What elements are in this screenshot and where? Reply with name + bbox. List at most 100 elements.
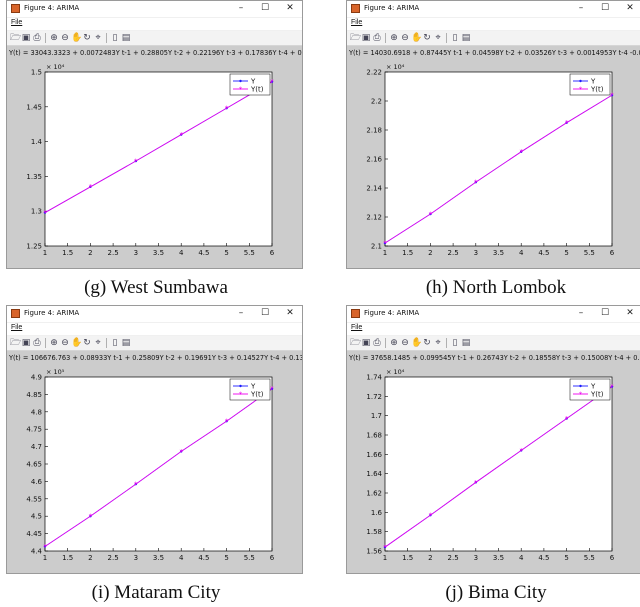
pan-icon[interactable]: ✋ [411, 338, 423, 348]
data-cursor-icon[interactable]: ⌖ [435, 338, 441, 348]
legend-label: Y(t) [590, 86, 604, 94]
window-title: Figure 4: ARIMA [24, 4, 80, 12]
print-icon[interactable]: ⎙ [373, 33, 381, 43]
minimize-button[interactable]: – [578, 3, 584, 13]
maximize-button[interactable]: ☐ [600, 308, 610, 318]
figure-canvas: Y(t) = 37658.1485 + 0.099545Y t-1 + 0.26… [347, 351, 640, 573]
open-folder-icon[interactable]: 🗁 [10, 338, 22, 348]
legend-box [569, 378, 611, 401]
x-tick-label: 4.5 [538, 249, 549, 257]
menu-file[interactable]: File [351, 324, 363, 331]
data-point-yt: * [134, 481, 138, 489]
y-tick-label: 1.6 [371, 509, 383, 517]
close-button[interactable]: ✕ [286, 3, 294, 13]
data-point-yt: * [519, 447, 523, 455]
figure-toolbar: 🗁 ▣ ⎙ ⊕ ⊖ ✋ ↻ ⌖ ▯ ▤ [347, 336, 640, 351]
data-point-yt: * [43, 209, 47, 217]
legend-icon[interactable]: ▤ [461, 338, 471, 348]
minimize-button[interactable]: – [578, 308, 584, 318]
toolbar-separator [106, 338, 107, 348]
x-tick-label: 5.5 [584, 249, 595, 257]
legend-icon[interactable]: ▤ [121, 33, 131, 43]
rotate-icon[interactable]: ↻ [83, 33, 91, 43]
data-point-yt: * [89, 513, 93, 521]
zoom-out-icon[interactable]: ⊖ [61, 338, 69, 348]
zoom-out-icon[interactable]: ⊖ [61, 33, 69, 43]
y-tick-label: 1.4 [31, 138, 43, 146]
rotate-icon[interactable]: ↻ [423, 33, 431, 43]
save-icon[interactable]: ▣ [361, 33, 371, 43]
zoom-out-icon[interactable]: ⊖ [401, 338, 409, 348]
figure-window: Figure 4: ARIMA – ☐ ✕ File 🗁 ▣ ⎙ ⊕ ⊖ ✋ ↻… [346, 0, 640, 269]
chart-legend[interactable]: Y * Y(t) [229, 73, 271, 96]
pan-icon[interactable]: ✋ [71, 338, 83, 348]
figure-caption: (h) North Lombok [425, 277, 567, 298]
colorbar-icon[interactable]: ▯ [452, 33, 458, 43]
y-tick-label: 1.66 [366, 451, 382, 459]
y-tick-label: 1.62 [366, 490, 382, 498]
data-point-yt: * [519, 148, 523, 156]
maximize-button[interactable]: ☐ [260, 3, 270, 13]
chart-legend[interactable]: Y * Y(t) [569, 378, 611, 401]
print-icon[interactable]: ⎙ [373, 338, 381, 348]
pan-icon[interactable]: ✋ [411, 33, 423, 43]
x-tick-label: 4.5 [198, 554, 209, 562]
figure-canvas: Y(t) = 33043.3323 + 0.0072483Y t-1 + 0.2… [7, 46, 303, 268]
axes-area[interactable] [384, 71, 613, 247]
figure-caption: (j) Bima City [445, 582, 547, 603]
zoom-in-icon[interactable]: ⊕ [390, 338, 398, 348]
print-icon[interactable]: ⎙ [33, 338, 41, 348]
data-cursor-icon[interactable]: ⌖ [95, 33, 101, 43]
legend-icon[interactable]: ▤ [121, 338, 131, 348]
window-title: Figure 4: ARIMA [364, 309, 420, 317]
legend-icon[interactable]: ▤ [461, 33, 471, 43]
colorbar-icon[interactable]: ▯ [112, 33, 118, 43]
zoom-in-icon[interactable]: ⊕ [50, 33, 58, 43]
menu-file[interactable]: File [351, 19, 363, 26]
chart-legend[interactable]: Y * Y(t) [569, 73, 611, 96]
y-tick-label: 4.6 [31, 478, 43, 486]
close-button[interactable]: ✕ [626, 3, 634, 13]
y-tick-label: 4.7 [31, 443, 42, 451]
minimize-button[interactable]: – [238, 308, 244, 318]
zoom-in-icon[interactable]: ⊕ [50, 338, 58, 348]
maximize-button[interactable]: ☐ [600, 3, 610, 13]
open-folder-icon[interactable]: 🗁 [350, 33, 362, 43]
rotate-icon[interactable]: ↻ [83, 338, 91, 348]
x-tick-label: 1 [43, 554, 47, 562]
open-folder-icon[interactable]: 🗁 [10, 33, 22, 43]
x-tick-label: 3 [134, 554, 138, 562]
minimize-button[interactable]: – [238, 3, 244, 13]
zoom-out-icon[interactable]: ⊖ [401, 33, 409, 43]
colorbar-icon[interactable]: ▯ [112, 338, 118, 348]
open-folder-icon[interactable]: 🗁 [350, 338, 362, 348]
legend-marker: * [579, 85, 583, 93]
pan-icon[interactable]: ✋ [71, 33, 83, 43]
axes-area[interactable] [44, 376, 273, 552]
menu-bar: File [347, 18, 640, 30]
save-icon[interactable]: ▣ [21, 33, 31, 43]
menu-file[interactable]: File [11, 324, 23, 331]
menu-file[interactable]: File [11, 19, 23, 26]
close-button[interactable]: ✕ [286, 308, 294, 318]
matlab-icon [351, 309, 360, 318]
figure-canvas: Y(t) = 106676.763 + 0.08933Y t-1 + 0.258… [7, 351, 302, 573]
save-icon[interactable]: ▣ [21, 338, 31, 348]
maximize-button[interactable]: ☐ [260, 308, 270, 318]
save-icon[interactable]: ▣ [361, 338, 371, 348]
data-cursor-icon[interactable]: ⌖ [435, 33, 441, 43]
x-tick-label: 4 [519, 554, 524, 562]
colorbar-icon[interactable]: ▯ [452, 338, 458, 348]
close-button[interactable]: ✕ [626, 308, 634, 318]
arima-chart: Y(t) = 33043.3323 + 0.0072483Y t-1 + 0.2… [8, 49, 303, 257]
axes-area[interactable] [384, 376, 613, 552]
print-icon[interactable]: ⎙ [33, 33, 41, 43]
data-cursor-icon[interactable]: ⌖ [95, 338, 101, 348]
axes-area[interactable] [44, 71, 273, 247]
chart-legend[interactable]: Y * Y(t) [229, 378, 271, 401]
rotate-icon[interactable]: ↻ [423, 338, 431, 348]
legend-marker: * [239, 390, 243, 398]
zoom-in-icon[interactable]: ⊕ [390, 33, 398, 43]
legend-label: Y [590, 383, 596, 391]
equation-text: Y(t) = 33043.3323 + 0.0072483Y t-1 + 0.2… [8, 49, 303, 57]
